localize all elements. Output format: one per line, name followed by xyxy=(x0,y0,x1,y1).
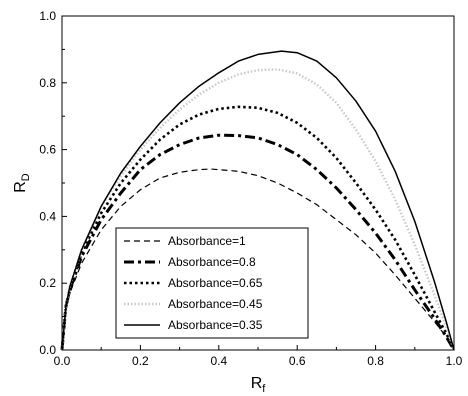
legend-label-4: Absorbance=0.45 xyxy=(168,297,263,311)
series-line-5 xyxy=(61,50,455,351)
y-tick-label: 0.4 xyxy=(39,209,56,223)
x-tick-label: 0.2 xyxy=(132,354,149,368)
y-tick-label: 0.8 xyxy=(39,76,56,90)
x-tick-label: 0.8 xyxy=(367,354,384,368)
y-axis: 0.0 0.2 0.4 0.6 0.8 1.0 xyxy=(39,9,67,357)
legend: Absorbance=1 Absorbance=0.8 Absorbance=0.6… xyxy=(115,227,309,339)
legend-label-3: Absorbance=0.65 xyxy=(168,276,263,290)
y-axis-title-subscript: D xyxy=(20,173,32,181)
series-line-2 xyxy=(60,133,456,351)
y-axis-title-main: R xyxy=(12,181,29,193)
series-line-1 xyxy=(61,168,455,351)
x-tick-label: 0.0 xyxy=(54,354,71,368)
x-tick-label: 0.6 xyxy=(289,354,306,368)
legend-label-2: Absorbance=0.8 xyxy=(168,255,256,269)
x-axis-title-main: R xyxy=(251,375,263,392)
legend-label-1: Absorbance=1 xyxy=(168,234,246,248)
x-axis-title: Rf xyxy=(251,375,267,395)
y-tick-label: 0.2 xyxy=(39,276,56,290)
y-axis-title: RD xyxy=(12,173,32,193)
y-tick-label: 0.6 xyxy=(39,143,56,157)
x-axis-title-subscript: f xyxy=(262,383,266,395)
x-tick-label: 1.0 xyxy=(446,354,463,368)
series-layer xyxy=(60,50,456,351)
x-tick-label: 0.4 xyxy=(210,354,227,368)
y-tick-label: 0.0 xyxy=(39,343,56,357)
x-axis: 0.0 0.2 0.4 0.6 0.8 1.0 xyxy=(54,345,463,368)
y-tick-label: 1.0 xyxy=(39,9,56,23)
legend-label-5: Absorbance=0.35 xyxy=(168,318,263,332)
series-line-4 xyxy=(60,68,456,351)
